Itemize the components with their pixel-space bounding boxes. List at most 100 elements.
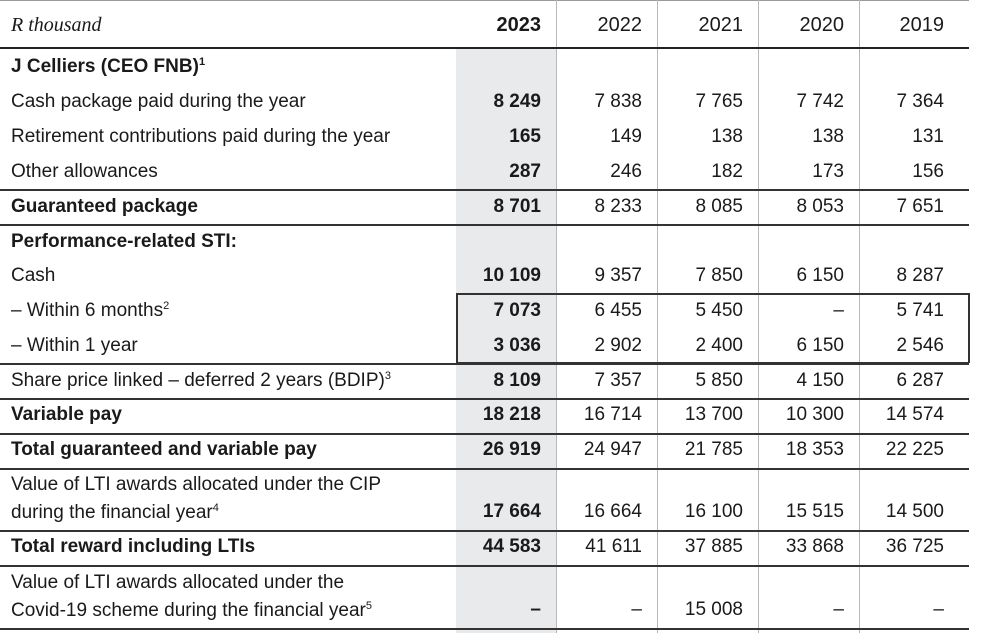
value-cell-2021: 8 085 xyxy=(695,196,743,217)
row-label-text: Other allowances xyxy=(11,161,158,182)
highlight-2023-column xyxy=(456,48,556,633)
row-rule xyxy=(0,398,969,400)
row-label-text: Cash package paid during the year xyxy=(11,91,306,112)
value-cell-2022: 7 838 xyxy=(594,91,642,112)
year-header-2020: 2020 xyxy=(799,14,845,36)
year-header-2023: 2023 xyxy=(496,14,542,36)
value-cell-2021: 7 850 xyxy=(695,265,743,286)
row-label-text: J Celliers (CEO FNB) xyxy=(11,56,199,77)
value-cell-2021: 2 400 xyxy=(695,335,743,356)
row-label: Value of LTI awards allocated under the C… xyxy=(11,569,372,625)
value-cell-2023: 18 218 xyxy=(482,404,541,425)
header-rule xyxy=(0,47,969,49)
row-label: Other allowances xyxy=(11,159,158,185)
value-cell-2019: 14 574 xyxy=(885,404,944,425)
value-cell-2022: 6 455 xyxy=(594,300,642,321)
footnote-marker: 4 xyxy=(212,502,219,514)
row-label: Performance-related STI: xyxy=(11,229,237,255)
value-cell-2023: 17 664 xyxy=(482,501,541,522)
value-cell-2022: 7 357 xyxy=(594,370,642,391)
column-divider xyxy=(657,0,658,633)
value-cell-2020: 4 150 xyxy=(796,370,844,391)
value-cell-2021: 21 785 xyxy=(684,439,743,460)
value-cell-2021: 16 100 xyxy=(684,501,743,522)
value-cell-2021: 7 765 xyxy=(695,91,743,112)
value-cell-2021: 182 xyxy=(711,161,743,182)
row-label-text: – Within 6 months xyxy=(11,300,164,321)
value-cell-2020: 18 353 xyxy=(785,439,844,460)
footnote-marker: 5 xyxy=(365,600,372,612)
year-header-2021: 2021 xyxy=(698,14,744,36)
value-cell-2023: 3 036 xyxy=(493,335,541,356)
row-label-text: Total reward including LTIs xyxy=(11,536,256,557)
row-label-text: Retirement contributions paid during the… xyxy=(11,126,391,147)
sti-box-bottom xyxy=(456,362,969,364)
year-header-2019: 2019 xyxy=(899,14,945,36)
value-cell-2020: 8 053 xyxy=(796,196,844,217)
row-label: J Celliers (CEO FNB)1 xyxy=(11,54,205,80)
value-cell-2021: 13 700 xyxy=(684,404,743,425)
year-header-2022: 2022 xyxy=(597,14,643,36)
row-rule xyxy=(0,468,969,470)
row-rule xyxy=(0,565,969,567)
row-label-text: Total guaranteed and variable pay xyxy=(11,439,317,460)
value-cell-2023: 8 249 xyxy=(493,91,541,112)
value-cell-2022: 9 357 xyxy=(594,265,642,286)
value-cell-2020: 33 868 xyxy=(785,536,844,557)
value-cell-2022: 24 947 xyxy=(583,439,642,460)
row-label: Cash xyxy=(11,263,55,289)
row-label: Total guaranteed and variable pay xyxy=(11,437,317,463)
value-cell-2023: 7 073 xyxy=(493,300,541,321)
column-divider xyxy=(859,0,860,633)
value-cell-2019: 2 546 xyxy=(896,335,944,356)
row-label: – Within 1 year xyxy=(11,333,138,359)
value-cell-2021: 15 008 xyxy=(684,599,743,620)
value-cell-2022: – xyxy=(631,599,642,620)
row-label-text: Guaranteed package xyxy=(11,196,198,217)
sti-box-top xyxy=(456,293,969,295)
value-cell-2023: 10 109 xyxy=(482,265,541,286)
value-cell-2020: 173 xyxy=(812,161,844,182)
value-cell-2023: – xyxy=(530,599,541,620)
value-cell-2020: – xyxy=(833,599,844,620)
value-cell-2020: 138 xyxy=(812,126,844,147)
row-rule xyxy=(0,224,969,226)
value-cell-2020: – xyxy=(833,300,844,321)
row-label-text: Cash xyxy=(11,265,56,286)
value-cell-2021: 5 450 xyxy=(695,300,743,321)
value-cell-2019: 36 725 xyxy=(885,536,944,557)
sti-box-left xyxy=(456,293,458,363)
value-cell-2022: 16 714 xyxy=(583,404,642,425)
value-cell-2019: 6 287 xyxy=(896,370,944,391)
footnote-marker: 3 xyxy=(384,370,391,382)
value-cell-2019: 7 364 xyxy=(896,91,944,112)
value-cell-2019: 7 651 xyxy=(896,196,944,217)
footnote-marker: 1 xyxy=(198,56,206,68)
value-cell-2023: 165 xyxy=(509,126,541,147)
value-cell-2022: 8 233 xyxy=(594,196,642,217)
value-cell-2020: 10 300 xyxy=(785,404,844,425)
value-cell-2019: – xyxy=(933,599,944,620)
row-label: Value of LTI awards allocated under the … xyxy=(11,471,381,527)
row-label-line1: Value of LTI awards allocated under the … xyxy=(11,474,382,495)
value-cell-2020: 6 150 xyxy=(796,265,844,286)
column-divider xyxy=(758,0,759,633)
value-cell-2022: 16 664 xyxy=(583,501,642,522)
value-cell-2020: 15 515 xyxy=(785,501,844,522)
value-cell-2019: 5 741 xyxy=(896,300,944,321)
value-cell-2021: 37 885 xyxy=(684,536,743,557)
footnote-marker: 2 xyxy=(163,300,170,312)
row-label: – Within 6 months2 xyxy=(11,298,169,324)
row-label: Retirement contributions paid during the… xyxy=(11,124,390,150)
row-rule xyxy=(0,363,969,365)
value-cell-2021: 138 xyxy=(711,126,743,147)
value-cell-2023: 44 583 xyxy=(482,536,541,557)
row-label: Variable pay xyxy=(11,402,122,428)
row-label: Share price linked – deferred 2 years (B… xyxy=(11,368,391,394)
row-rule xyxy=(0,530,969,532)
value-cell-2020: 6 150 xyxy=(796,335,844,356)
unit-label: R thousand xyxy=(11,14,102,36)
value-cell-2019: 14 500 xyxy=(885,501,944,522)
row-label-text: – Within 1 year xyxy=(11,335,138,356)
row-label: Cash package paid during the year xyxy=(11,89,306,115)
